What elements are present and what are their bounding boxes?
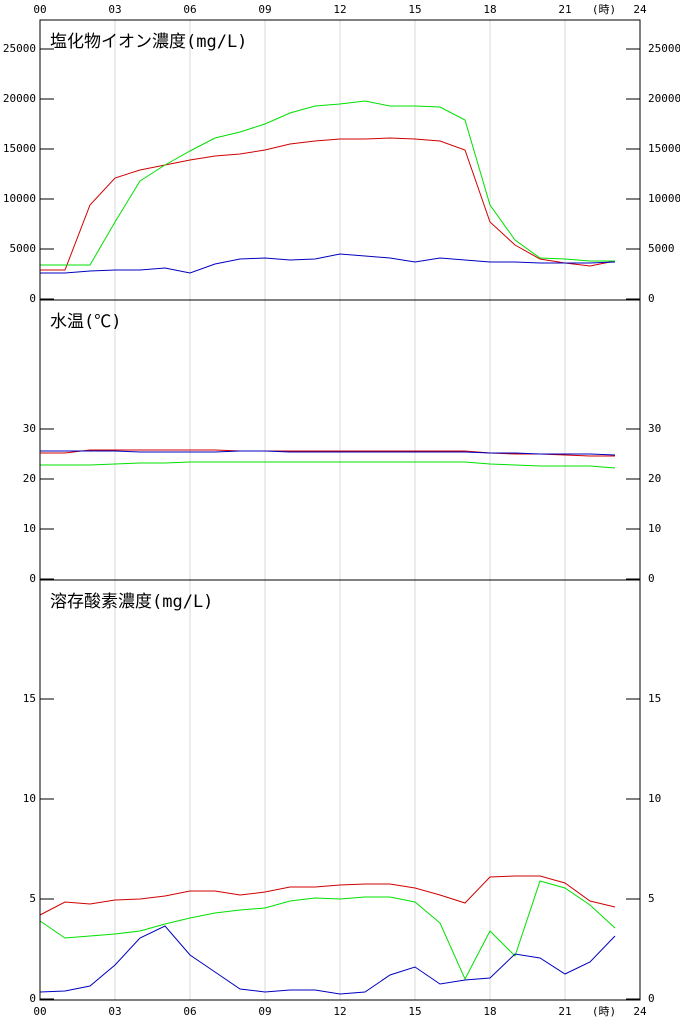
- series-line: [40, 450, 616, 456]
- y-tick-label: 20000: [3, 92, 36, 105]
- series-line: [40, 253, 616, 274]
- x-tick-label: 03: [108, 1005, 121, 1018]
- x-tick-label: 00: [33, 1005, 46, 1018]
- x-tick-label: 21: [558, 3, 571, 16]
- series-line: [40, 137, 616, 271]
- y-tick-label: 10000: [3, 192, 36, 205]
- x-tick-label: 18: [483, 1005, 496, 1018]
- x-tick-label: 00: [33, 3, 46, 16]
- x-tick-label: 09: [258, 1005, 271, 1018]
- y-tick-label: 0: [648, 992, 655, 1005]
- x-tick-label: 15: [408, 1005, 421, 1018]
- y-tick-label: 30: [23, 422, 36, 435]
- y-tick-label: 15: [23, 692, 36, 705]
- y-tick-label: 5000: [10, 242, 37, 255]
- x-unit: (時): [592, 3, 616, 16]
- y-tick-label: 20000: [648, 92, 680, 105]
- y-tick-label: 10: [648, 522, 661, 535]
- y-tick-label: 15000: [3, 142, 36, 155]
- y-tick-label: 25000: [648, 42, 680, 55]
- y-tick-label: 10000: [648, 192, 680, 205]
- y-tick-label: 10: [648, 792, 661, 805]
- x-unit: (時): [592, 1005, 616, 1018]
- x-tick-label: 24: [633, 1005, 647, 1018]
- x-tick-label: 12: [333, 1005, 346, 1018]
- y-tick-label: 0: [29, 992, 36, 1005]
- y-tick-label: 20: [23, 472, 36, 485]
- series-line: [39, 925, 616, 995]
- series-line: [40, 100, 615, 266]
- panel-title: 溶存酸素濃度(mg/L): [50, 592, 213, 612]
- plot-frame: [39, 19, 641, 1001]
- y-tick-label: 25000: [3, 42, 36, 55]
- x-tick-label: 21: [558, 1005, 571, 1018]
- x-tick-label: 24: [633, 3, 647, 16]
- series-line: [40, 449, 615, 457]
- y-tick-label: 15: [648, 692, 661, 705]
- y-tick-label: 10: [23, 522, 36, 535]
- panel-title: 塩化物イオン濃度(mg/L): [50, 32, 247, 52]
- x-tick-label: 06: [183, 3, 196, 16]
- x-tick-label: 18: [483, 3, 496, 16]
- y-tick-label: 20: [648, 472, 661, 485]
- panel-title: 水温(℃): [50, 312, 121, 332]
- x-tick-label: 12: [333, 3, 346, 16]
- series-line: [39, 875, 616, 916]
- y-tick-label: 10: [23, 792, 36, 805]
- y-tick-label: 0: [29, 572, 36, 585]
- x-tick-label: 06: [183, 1005, 196, 1018]
- y-tick-label: 5: [29, 892, 36, 905]
- x-tick-label: 03: [108, 3, 121, 16]
- y-tick-label: 5000: [648, 242, 675, 255]
- series-line: [39, 880, 616, 981]
- x-tick-label: 15: [408, 3, 421, 16]
- y-tick-label: 15000: [648, 142, 680, 155]
- y-tick-label: 30: [648, 422, 661, 435]
- series-line: [40, 461, 616, 469]
- y-tick-label: 5: [648, 892, 655, 905]
- y-tick-label: 0: [29, 292, 36, 305]
- x-tick-label: 09: [258, 3, 271, 16]
- y-tick-label: 0: [648, 572, 655, 585]
- y-tick-label: 0: [648, 292, 655, 305]
